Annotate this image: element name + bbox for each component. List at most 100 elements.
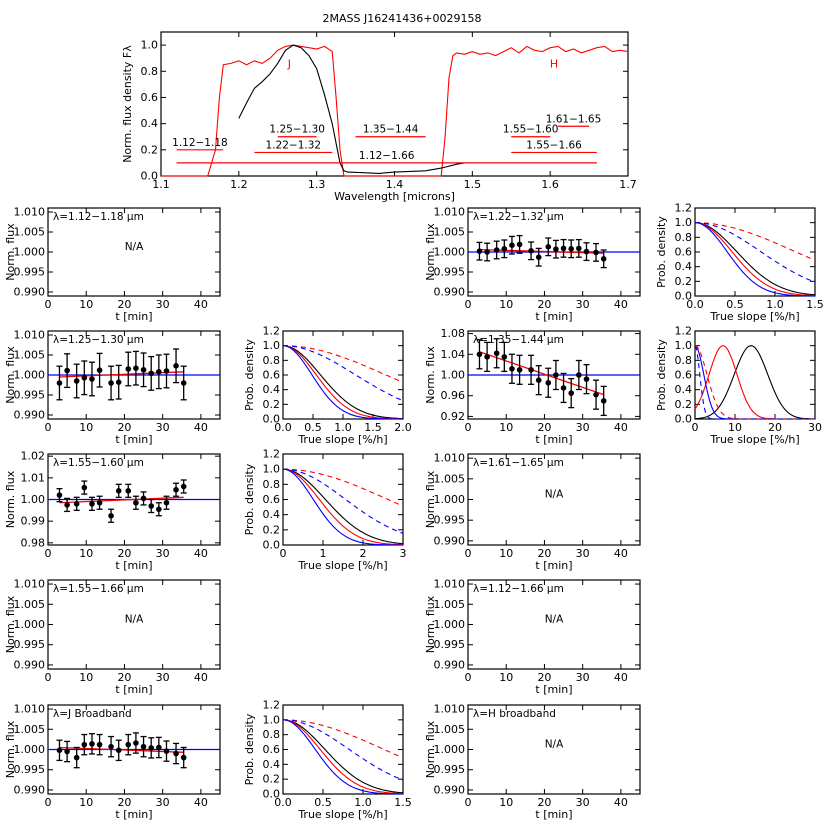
pd-155-160-frame (282, 453, 404, 546)
lc-j-broadband-ylabel: Norm. flux (4, 720, 17, 778)
lc-j-broadband-ytick-label: 0.990 (14, 783, 46, 796)
lc-122-132-data-point (476, 248, 483, 254)
lc-j-broadband-data-point (108, 743, 114, 750)
lc-112-118-panel: 0 10 20 30 40 0.990 0.995 1.000 1.005 1.010 t [min… (4, 206, 221, 323)
lc-112-166-panel: 0 10 20 30 40 0.990 0.995 1.000 1.005 1.010 t [min… (424, 578, 641, 696)
lc-122-132-xtick-label: 40 (614, 298, 628, 311)
wavelength-range-label: 1.55−1.66 (526, 139, 582, 151)
lc-j-broadband-ytick-label: 0.995 (14, 763, 46, 776)
pd-122-132-ylabel: Prob. density (655, 216, 668, 288)
lc-155-166-ytick-label: 1.010 (14, 578, 46, 591)
lc-122-132-ytick-label: 1.000 (434, 246, 466, 259)
lc-155-166-panel: 0 10 20 30 40 0.990 0.995 1.000 1.005 1.010 t [min… (4, 578, 221, 696)
spectrum-xtick-label: 1.4 (386, 178, 404, 191)
wavelength-range-label: 1.25−1.30 (269, 124, 325, 136)
pd-155-160-ytick-label: 1.2 (263, 448, 281, 461)
lc-j-broadband-data-point (173, 750, 179, 757)
spectrum-xtick-label: 1.3 (308, 178, 326, 191)
pd-j-broadband-ytick-label: 0.6 (263, 743, 281, 756)
lc-155-160-ytick-label: 1.02 (21, 450, 46, 463)
lc-122-132-xtick-label: 0 (465, 298, 472, 311)
lc-155-160-xtick-label: 40 (194, 547, 208, 560)
spectrum-xtick-label: 1.5 (464, 178, 482, 191)
pd-155-160-xtick-label: 1 (320, 547, 327, 560)
pd-155-160-density-curve-0 (283, 468, 404, 545)
lc-155-166-wavelength-label: λ=1.55−1.66 μm (53, 583, 144, 595)
lc-135-144-wavelength-label: λ=1.35−1.44 μm (473, 334, 564, 346)
lc-155-160-data-point (140, 495, 147, 502)
pd-125-130-xtick-label: 0.0 (274, 421, 292, 434)
lc-j-broadband-ytick-label: 1.005 (14, 723, 46, 736)
lc-h-broadband-ytick-label: 1.005 (434, 723, 466, 736)
pd-122-132-ytick-label: 1.2 (675, 202, 693, 215)
lc-135-144-data-point (568, 390, 574, 396)
lc-122-132-xtick-label: 30 (576, 298, 590, 311)
lc-112-166-ytick-label: 1.000 (434, 618, 466, 631)
pd-122-132-density-curve-1 (695, 222, 815, 297)
spectrum-ytick-label: 0.0 (141, 170, 159, 183)
lc-h-broadband-panel: 0 10 20 30 40 0.990 0.995 1.000 1.005 1.010 t [min… (424, 703, 641, 821)
lc-j-broadband-wavelength-label: λ=J Broadband (53, 708, 132, 720)
lc-112-166-xlabel: t [min] (535, 683, 572, 696)
spectrum-xtick-label: 1.1 (152, 178, 170, 191)
lc-155-160-data-point (81, 484, 88, 491)
lc-122-132-xtick-label: 10 (499, 298, 513, 311)
lc-j-broadband-data-point (89, 741, 95, 747)
pd-j-broadband-ytick-label: 1.2 (263, 699, 281, 712)
pd-j-broadband-xtick-label: 0.5 (314, 796, 332, 809)
pd-122-132-density-curve-2 (695, 222, 815, 297)
spectrum-series-line-1 (238, 44, 465, 174)
pd-135-144-xtick-label: 10 (728, 421, 742, 434)
lc-135-144-panel: 0 10 20 30 40 0.92 0.96 1.00 1.04 1.08 t [min] Norm… (424, 327, 641, 446)
lc-112-118-xtick-label: 20 (117, 298, 131, 311)
lc-112-118-ylabel: Norm. flux (4, 223, 17, 281)
lc-125-130-xtick-label: 0 (45, 421, 52, 434)
lc-135-144-ytick-label: 1.04 (441, 348, 466, 361)
pd-j-broadband-ytick-label: 1.0 (263, 713, 281, 726)
lc-135-144-data-point (560, 385, 567, 391)
lc-125-130-data-point (173, 363, 179, 369)
pd-125-130-panel: 0.0 0.5 1.0 1.5 2.00.00.20.40.60.81.01.2True… (243, 325, 412, 447)
lc-135-144-data-point (553, 372, 559, 378)
lc-125-130-data-point (89, 376, 95, 382)
pd-125-130-ytick-label: 0.8 (263, 354, 281, 367)
lc-155-166-xtick-label: 40 (194, 671, 208, 684)
pd-135-144-xtick-label: 0 (692, 421, 699, 434)
pd-122-132-xtick-label: 1.5 (806, 298, 824, 311)
lc-h-broadband-ytick-label: 1.000 (434, 743, 466, 756)
pd-125-130-ytick-label: 0.4 (263, 383, 281, 396)
pd-155-160-density-curve-1 (283, 468, 403, 546)
lc-155-160-ytick-label: 0.99 (21, 515, 46, 528)
lc-112-166-ylabel: Norm. flux (424, 595, 437, 653)
lc-155-160-xtick-label: 20 (117, 547, 131, 560)
lc-155-160-xlabel: t [min] (115, 559, 152, 572)
lc-112-118-xtick-label: 0 (45, 298, 52, 311)
lc-112-118-ytick-label: 1.000 (14, 246, 46, 259)
pd-135-144-ytick-label: 0.0 (675, 413, 693, 426)
pd-122-132-ytick-label: 0.6 (675, 246, 693, 259)
lc-161-165-ylabel: Norm. flux (424, 470, 437, 528)
wavelength-range-label: 1.61−1.65 (546, 113, 602, 125)
lc-135-144-xtick-label: 30 (576, 421, 590, 434)
pd-122-132-xtick-label: 0.0 (686, 298, 704, 311)
pd-135-144-ytick-label: 1.0 (675, 339, 693, 352)
lc-135-144-data-point (493, 350, 500, 357)
lc-122-132-data-point (593, 249, 599, 256)
lc-122-132-data-point (600, 255, 607, 262)
lc-112-118-status: N/A (125, 241, 144, 253)
lc-112-166-ytick-label: 1.010 (434, 578, 466, 591)
lc-122-132-data-point (583, 248, 590, 255)
pd-j-broadband-ytick-label: 0.8 (263, 728, 281, 741)
pd-122-132-ytick-label: 0.4 (675, 260, 693, 273)
lc-155-166-ylabel: Norm. flux (4, 595, 17, 653)
lc-125-130-data-point (108, 380, 114, 386)
lc-125-130-ytick-label: 1.000 (14, 369, 46, 382)
wavelength-range-label: 1.22−1.32 (266, 139, 322, 151)
pd-135-144-frame (694, 330, 816, 420)
lc-135-144-xlabel: t [min] (535, 433, 572, 446)
spectrum-ytick-label: 0.8 (141, 65, 159, 78)
lc-155-160-ytick-label: 0.98 (21, 536, 46, 549)
lc-135-144-ytick-label: 1.00 (441, 369, 466, 382)
wavelength-range-label: 1.12−1.66 (359, 150, 415, 162)
lc-h-broadband-xtick-label: 20 (537, 796, 551, 809)
